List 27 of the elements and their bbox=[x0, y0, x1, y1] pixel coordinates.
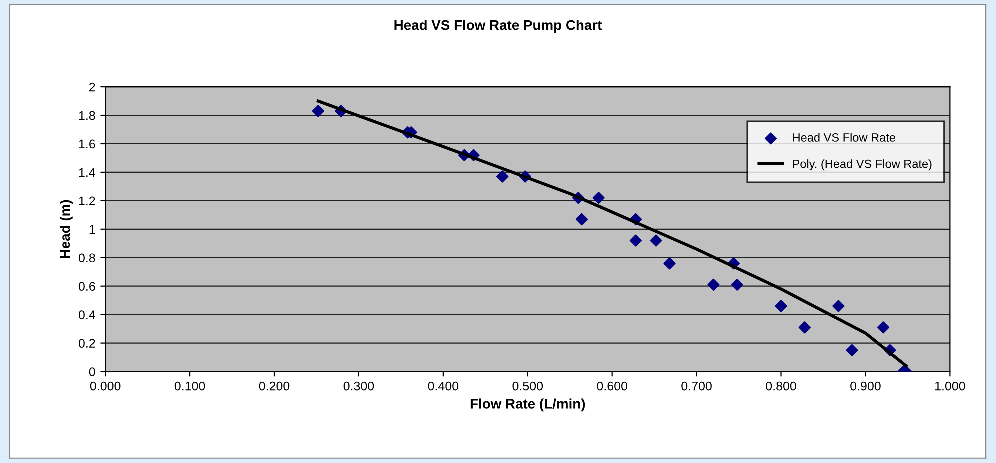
x-axis-title: Flow Rate (L/min) bbox=[470, 398, 586, 412]
y-tick-label: 0.4 bbox=[78, 310, 96, 320]
x-tick-label: 0.400 bbox=[428, 382, 459, 391]
chart-title: Head VS Flow Rate Pump Chart bbox=[394, 20, 602, 33]
y-tick-label: 2 bbox=[90, 82, 96, 92]
y-tick-label: 1.4 bbox=[79, 168, 96, 177]
x-tick-label: 0.300 bbox=[344, 382, 374, 391]
y-tick-label: 1.2 bbox=[79, 196, 96, 206]
x-tick-label: 0.600 bbox=[597, 382, 628, 391]
x-tick-label: 0.800 bbox=[766, 382, 796, 391]
y-axis-title: Head (m) bbox=[60, 200, 73, 258]
x-tick-label: 0.200 bbox=[259, 382, 290, 391]
x-tick-label: 0.100 bbox=[174, 382, 206, 391]
y-tick-label: 1.8 bbox=[79, 111, 96, 120]
x-tick-label: 1.000 bbox=[936, 382, 966, 391]
y-tick-label: 0.2 bbox=[78, 339, 96, 348]
legend-label: Poly. (Head VS Flow Rate) bbox=[793, 160, 932, 171]
legend-label: Head VS Flow Rate bbox=[793, 133, 896, 142]
x-tick-label: 0.500 bbox=[512, 382, 544, 391]
y-tick-label: 0 bbox=[89, 368, 96, 376]
y-tick-label: 1 bbox=[90, 225, 96, 234]
y-tick-label: 1.6 bbox=[79, 140, 96, 149]
x-tick-label: 0.900 bbox=[850, 382, 881, 391]
x-tick-label: 0.700 bbox=[682, 382, 712, 391]
x-tick-label: 0.000 bbox=[90, 382, 121, 391]
y-tick-label: 0.8 bbox=[78, 254, 96, 263]
y-tick-label: 0.6 bbox=[78, 282, 96, 292]
